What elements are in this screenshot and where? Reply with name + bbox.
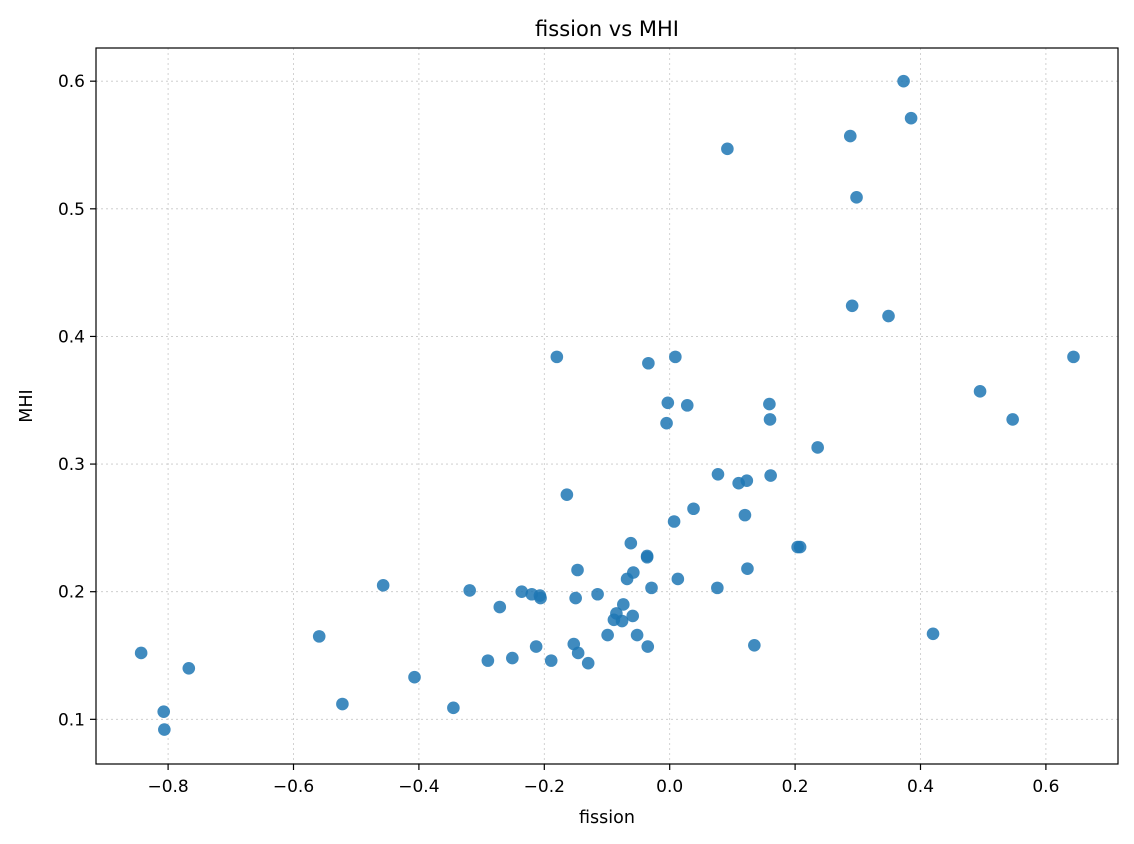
x-tick-label: 0.0 xyxy=(656,777,683,797)
data-point xyxy=(973,385,987,398)
data-point xyxy=(182,661,196,675)
data-point xyxy=(660,416,673,430)
data-point xyxy=(493,600,507,614)
data-point xyxy=(882,309,895,323)
chart-title: fission vs MHI xyxy=(535,17,679,41)
data-point xyxy=(721,142,734,156)
data-point xyxy=(667,515,681,528)
data-point xyxy=(793,540,807,554)
data-point xyxy=(669,350,682,364)
data-point xyxy=(811,441,824,454)
y-tick-label: 0.3 xyxy=(58,455,85,475)
data-point xyxy=(534,591,547,605)
data-point xyxy=(529,640,543,653)
data-point xyxy=(640,549,654,563)
data-point xyxy=(134,646,148,660)
data-point xyxy=(738,508,752,522)
data-point xyxy=(571,646,585,660)
data-point xyxy=(850,191,863,204)
x-tick-label: −0.4 xyxy=(398,777,439,797)
y-tick-label: 0.6 xyxy=(58,72,85,92)
data-point xyxy=(642,356,655,370)
data-point xyxy=(687,502,700,516)
data-point xyxy=(626,609,640,623)
y-tick-label: 0.5 xyxy=(58,200,85,220)
data-point xyxy=(711,581,724,595)
x-tick-label: −0.8 xyxy=(147,777,188,797)
data-point xyxy=(897,74,910,88)
data-point xyxy=(843,129,857,143)
y-tick-label: 0.4 xyxy=(58,327,85,347)
y-axis-ticks: 0.1 0.2 0.3 0.4 0.5 0.6 xyxy=(58,72,96,730)
x-tick-label: −0.2 xyxy=(524,777,565,797)
data-point xyxy=(591,587,604,601)
data-point xyxy=(764,469,777,482)
x-tick-label: 0.4 xyxy=(907,777,934,797)
x-axis-label: fission xyxy=(579,808,635,828)
x-tick-label: −0.6 xyxy=(273,777,314,797)
data-point xyxy=(408,670,421,684)
data-point xyxy=(627,566,640,579)
data-point xyxy=(560,488,574,502)
data-points xyxy=(134,74,1080,736)
data-point xyxy=(569,591,582,605)
data-point xyxy=(680,399,694,412)
data-point xyxy=(630,628,644,642)
y-axis-label: MHI xyxy=(17,389,37,422)
data-point xyxy=(1006,413,1019,426)
data-point xyxy=(515,585,529,599)
data-point xyxy=(763,397,776,411)
grid-lines xyxy=(96,48,1118,764)
x-tick-label: 0.6 xyxy=(1032,777,1059,797)
data-point xyxy=(506,651,519,665)
data-point xyxy=(615,614,629,628)
data-point xyxy=(481,654,495,667)
data-point xyxy=(740,474,754,487)
y-tick-label: 0.2 xyxy=(58,583,85,603)
data-point xyxy=(1067,350,1080,364)
x-tick-label: 0.2 xyxy=(782,777,809,797)
data-point xyxy=(544,654,558,667)
data-point xyxy=(741,562,754,576)
data-point xyxy=(312,630,326,643)
data-point xyxy=(763,413,777,426)
data-point xyxy=(641,640,655,653)
data-point xyxy=(157,705,171,718)
plot-frame xyxy=(95,47,1119,765)
data-point xyxy=(748,639,761,652)
data-point xyxy=(661,396,675,410)
data-point xyxy=(336,697,349,711)
data-point xyxy=(581,656,595,670)
data-point xyxy=(601,628,614,642)
data-point xyxy=(845,299,859,313)
data-point xyxy=(904,111,918,125)
x-axis-ticks: −0.8 −0.6 −0.4 −0.2 0.0 0.2 0.4 0.6 xyxy=(147,764,1059,797)
data-point xyxy=(926,627,940,641)
data-point xyxy=(711,467,725,481)
data-point xyxy=(624,536,638,550)
data-point xyxy=(447,701,460,715)
data-point xyxy=(645,581,658,595)
data-point xyxy=(376,579,390,592)
data-point xyxy=(671,572,685,586)
data-point xyxy=(550,350,564,364)
data-point xyxy=(463,584,476,597)
y-tick-label: 0.1 xyxy=(58,710,85,730)
data-point xyxy=(617,598,630,611)
data-point xyxy=(571,563,584,577)
data-point xyxy=(158,723,171,736)
